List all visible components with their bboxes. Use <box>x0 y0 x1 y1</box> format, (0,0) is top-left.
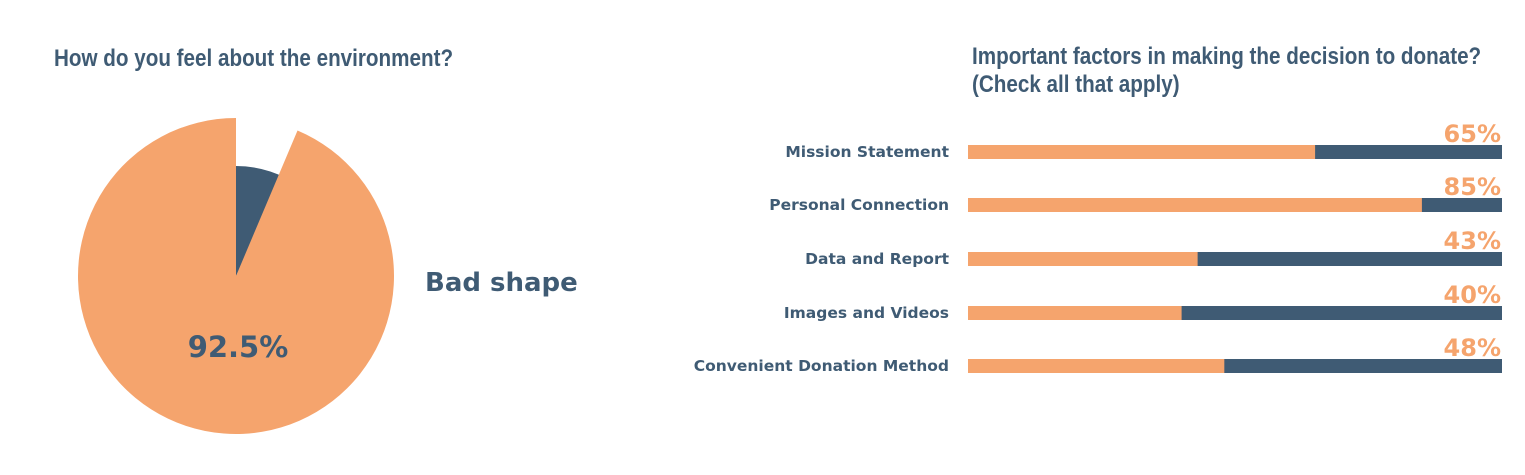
bar <box>968 145 1316 159</box>
bar <box>968 252 1198 266</box>
bar-value-label: 85% <box>1444 173 1501 201</box>
bar-value-label: 40% <box>1444 281 1501 309</box>
pie-chart: 92.5% Bad shape <box>77 118 578 434</box>
bar-category-label: Convenient Donation Method <box>694 357 949 375</box>
bar-chart-title-line-2: (Check all that apply) <box>972 71 1180 98</box>
pie-chart-title: How do you feel about the environment? <box>54 45 454 72</box>
bar-category-label: Images and Videos <box>784 304 949 322</box>
pie-slice-large <box>77 118 394 434</box>
bar-category-label: Personal Connection <box>769 196 949 214</box>
bar-category-label: Mission Statement <box>785 143 949 161</box>
bar <box>968 359 1225 373</box>
bar <box>968 306 1182 320</box>
bar-value-label: 48% <box>1444 334 1501 362</box>
pie-slice-category-label: Bad shape <box>425 268 578 298</box>
bar-chart-title: Important factors in making the decision… <box>972 43 1505 99</box>
bar <box>968 198 1422 212</box>
pie-slice-value-label: 92.5% <box>188 330 289 364</box>
bar-category-label: Data and Report <box>805 250 949 268</box>
bar-chart-title-line-1: Important factors in making the decision… <box>972 43 1482 70</box>
bar-value-label: 43% <box>1444 227 1501 255</box>
bar-value-label: 65% <box>1444 120 1501 148</box>
